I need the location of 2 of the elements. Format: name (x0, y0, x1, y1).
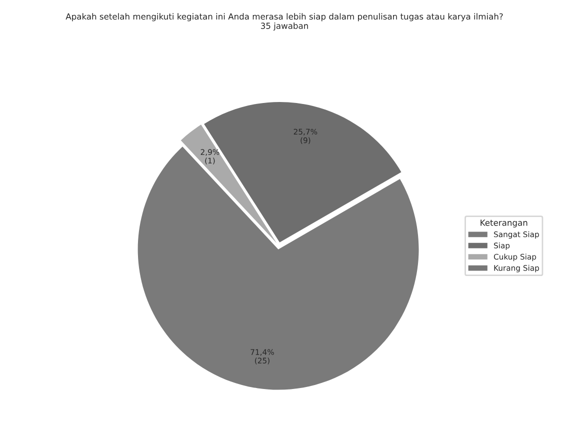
legend-title: Keterangan (480, 220, 528, 228)
chart-title: Apakah setelah mengikuti kegiatan ini Anda merasa lebih siap dalam penulisan tugas atau karya ilmiah? 35 jawaban (66, 13, 503, 31)
